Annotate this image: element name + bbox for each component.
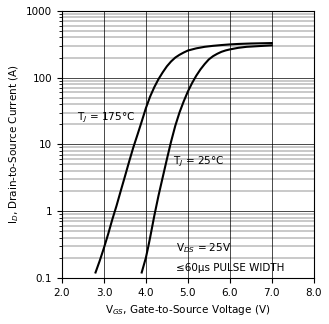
- Text: ≤60μs PULSE WIDTH: ≤60μs PULSE WIDTH: [176, 263, 285, 273]
- Y-axis label: I$_D$, Drain-to-Source Current (A): I$_D$, Drain-to-Source Current (A): [7, 64, 20, 224]
- Text: V$_{DS}$ = 25V: V$_{DS}$ = 25V: [176, 241, 231, 255]
- Text: T$_J$ = 25°C: T$_J$ = 25°C: [173, 155, 225, 169]
- X-axis label: V$_{GS}$, Gate-to-Source Voltage (V): V$_{GS}$, Gate-to-Source Voltage (V): [105, 303, 271, 317]
- Text: T$_J$ = 175°C: T$_J$ = 175°C: [77, 110, 135, 125]
